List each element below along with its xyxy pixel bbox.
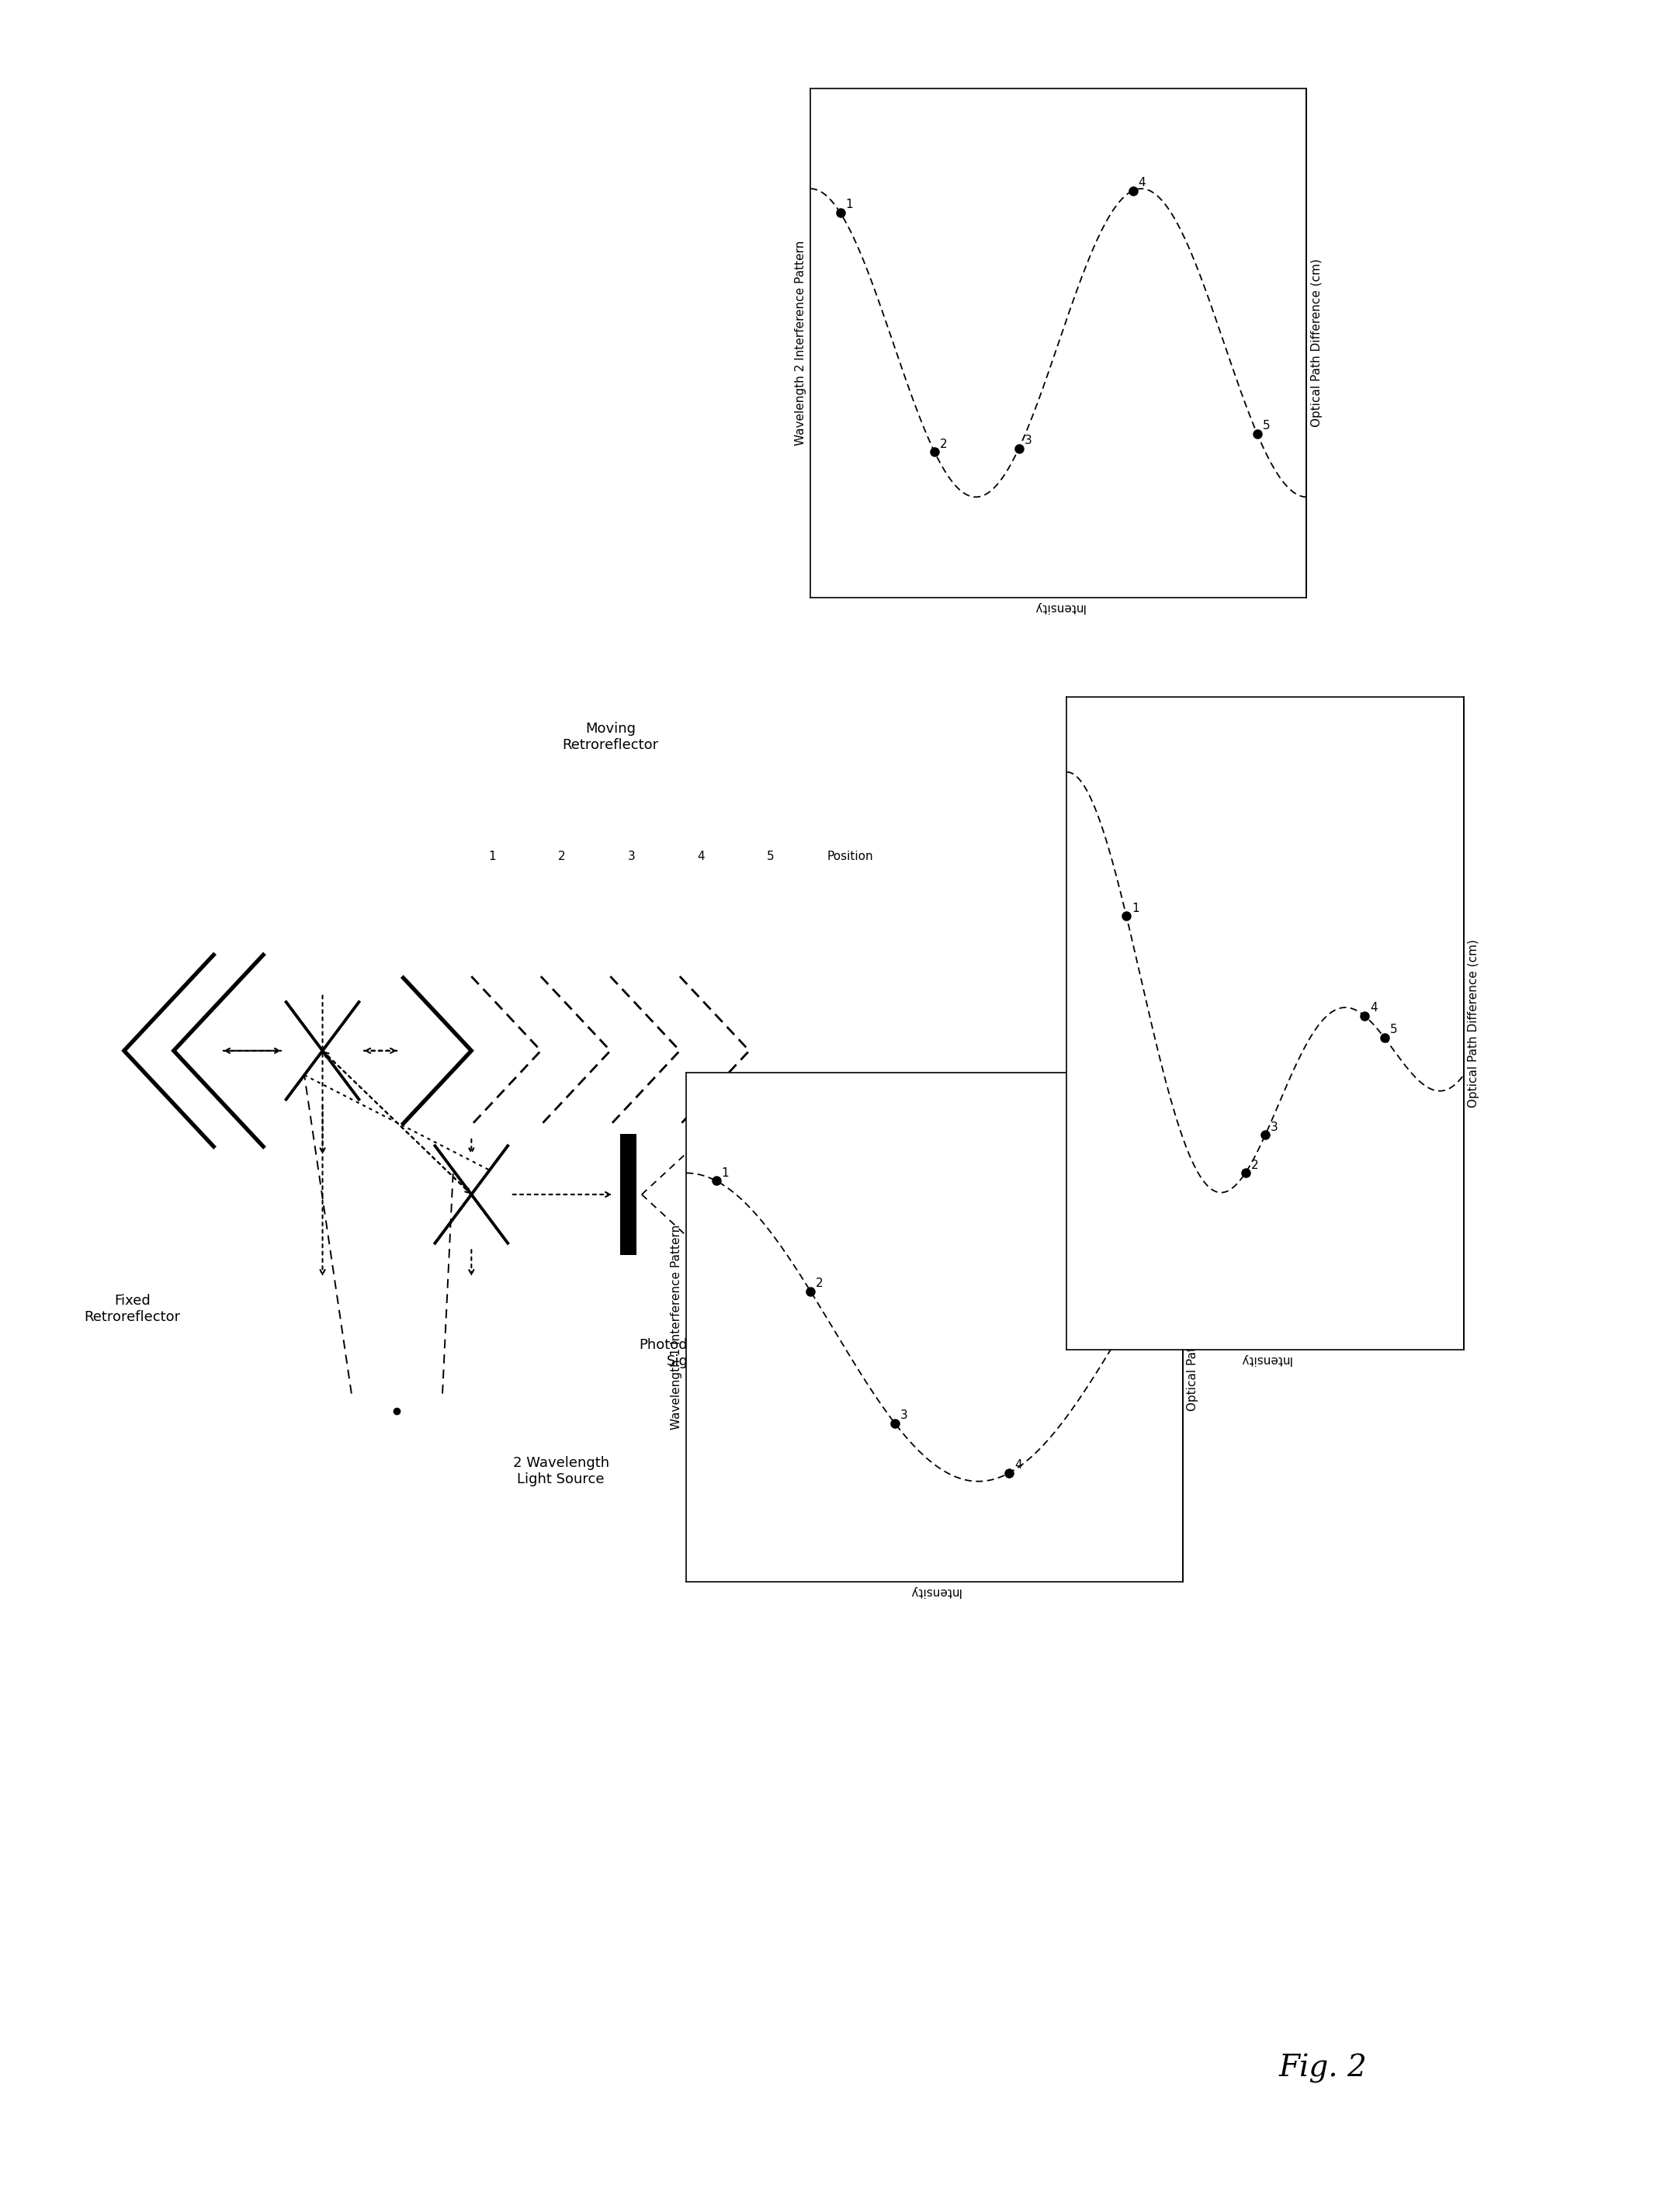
Text: 1: 1 [721,1168,729,1179]
Text: 2: 2 [939,438,948,449]
Text: 5: 5 [1138,1298,1146,1312]
Text: 3: 3 [900,1409,908,1422]
Text: 4: 4 [1014,1460,1022,1471]
Text: 1: 1 [1131,902,1140,914]
Text: 3: 3 [1024,436,1032,447]
Text: 3: 3 [627,852,635,863]
Text: 4: 4 [696,852,705,863]
Y-axis label: Wavelength 2 Interference Pattern: Wavelength 2 Interference Pattern [794,241,805,445]
Text: 5: 5 [1389,1024,1398,1035]
Y-axis label: Optical Path Difference (cm): Optical Path Difference (cm) [1469,938,1480,1108]
X-axis label: Intensity: Intensity [1239,1354,1292,1365]
Text: Fixed
Retroreflector: Fixed Retroreflector [84,1294,180,1325]
Text: Fig. 2: Fig. 2 [1279,2053,1368,2084]
Text: 4: 4 [1370,1002,1378,1013]
Y-axis label: Wavelength 1 Interference Pattern: Wavelength 1 Interference Pattern [670,1225,681,1429]
Text: 1: 1 [488,852,496,863]
Text: 2: 2 [557,852,566,863]
Text: 5: 5 [766,852,774,863]
Text: Position: Position [827,852,873,863]
Text: 2: 2 [1250,1159,1259,1170]
Y-axis label: Optical Path Difference (cm): Optical Path Difference (cm) [1188,1243,1199,1411]
Bar [620,1133,637,1256]
X-axis label: Intensity: Intensity [1032,602,1085,613]
Y-axis label: Optical Path Difference (cm): Optical Path Difference (cm) [1312,259,1323,427]
X-axis label: Intensity: Intensity [908,1586,961,1597]
Text: 2: 2 [815,1279,824,1290]
Text: Photodetector
Signal: Photodetector Signal [638,1338,738,1369]
Text: 3: 3 [1270,1121,1279,1133]
Text: 5: 5 [1262,420,1270,431]
Text: 1: 1 [845,199,853,210]
Text: 2 Wavelength
Light Source: 2 Wavelength Light Source [513,1455,609,1486]
Text: Moving
Retroreflector: Moving Retroreflector [562,721,658,752]
Text: 4: 4 [1138,177,1146,188]
